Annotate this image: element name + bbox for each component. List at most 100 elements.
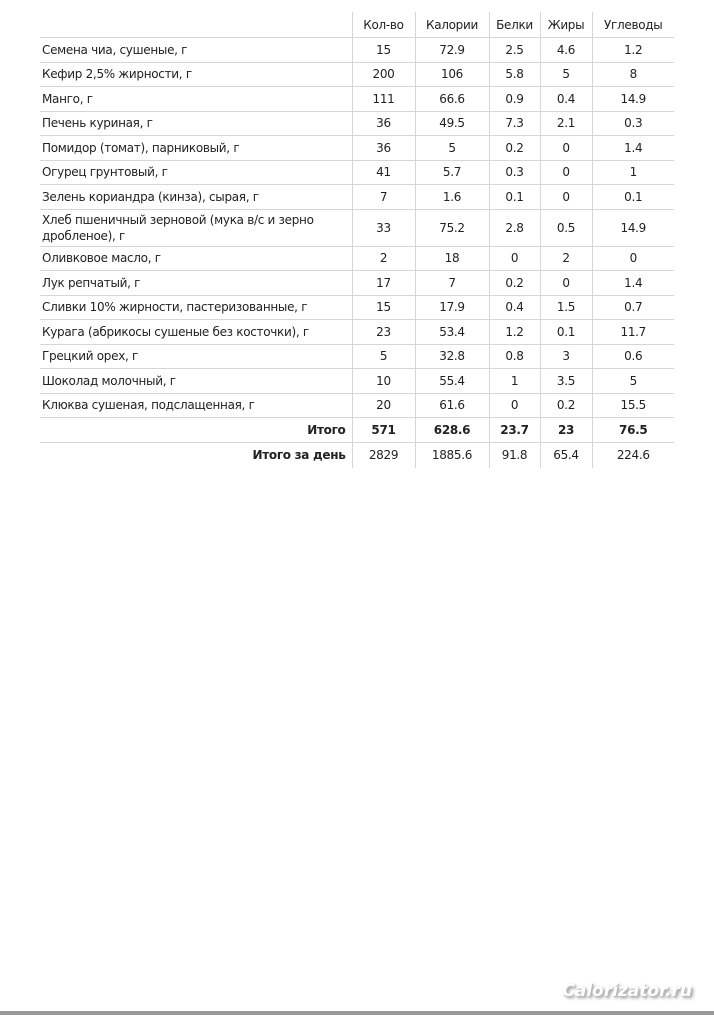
cell-protein: 0.2 [488, 270, 540, 296]
cell-qty: 571 [351, 417, 415, 443]
food-name: Итого за день [252, 448, 346, 462]
table-row: Оливковое масло, г 2 18 0 2 0 [40, 246, 674, 271]
cell-carbs: 0.1 [591, 184, 674, 210]
watermark-logo: Calorizator.ru [562, 981, 692, 1001]
cell-protein: 1.2 [488, 319, 540, 345]
header-qty: Кол-во [351, 12, 415, 38]
cell-carbs: 224.6 [591, 442, 674, 468]
cell-kcal: 1885.6 [414, 442, 489, 468]
cell-kcal: 72.9 [414, 37, 489, 63]
header-fat: Жиры [539, 12, 592, 38]
nutrition-table: Кол-во Калории Белки Жиры Углеводы Семен… [40, 12, 674, 468]
cell-protein: 0.4 [488, 295, 540, 320]
cell-kcal: 53.4 [414, 319, 489, 345]
cell-protein: 0.2 [488, 135, 540, 161]
food-name: Семена чиа, сушеные, г [40, 37, 352, 63]
cell-protein: 2.8 [488, 209, 540, 247]
cell-fat: 0.2 [539, 393, 592, 418]
cell-carbs: 1.4 [591, 270, 674, 296]
total-row: Итого 571 628.6 23.7 23 76.5 [40, 417, 674, 443]
table-row: Грецкий орех, г 5 32.8 0.8 3 0.6 [40, 344, 674, 369]
cell-fat: 0.5 [539, 209, 592, 247]
cell-protein: 5.8 [488, 62, 540, 87]
day-total-row: Итого за день 2829 1885.6 91.8 65.4 224.6 [40, 442, 674, 468]
table-row: Хлеб пшеничный зерновой (мука в/с и зерн… [40, 209, 674, 247]
cell-carbs: 0.7 [591, 295, 674, 320]
cell-qty: 23 [351, 319, 415, 345]
cell-kcal: 1.6 [414, 184, 489, 210]
header-carbs: Углеводы [591, 12, 674, 38]
table-row: Шоколад молочный, г 10 55.4 1 3.5 5 [40, 368, 674, 394]
cell-carbs: 14.9 [591, 209, 674, 247]
header-row: Кол-во Калории Белки Жиры Углеводы [40, 12, 674, 38]
cell-qty: 5 [351, 344, 415, 369]
table-row: Манго, г 111 66.6 0.9 0.4 14.9 [40, 86, 674, 112]
food-name: Лук репчатый, г [40, 270, 352, 296]
cell-kcal: 61.6 [414, 393, 489, 418]
food-name: Кефир 2,5% жирности, г [40, 62, 352, 87]
table-row: Зелень кориандра (кинза), сырая, г 7 1.6 0.… [40, 184, 674, 210]
cell-kcal: 106 [414, 62, 489, 87]
table-row: Печень куриная, г 36 49.5 7.3 2.1 0.3 [40, 111, 674, 136]
cell-fat: 0 [539, 135, 592, 161]
table-row: Семена чиа, сушеные, г 15 72.9 2.5 4.6 1.2 [40, 37, 674, 63]
header-calories: Калории [414, 12, 489, 38]
cell-fat: 0 [539, 160, 592, 185]
cell-protein: 0.9 [488, 86, 540, 112]
cell-qty: 2 [351, 246, 415, 271]
cell-qty: 15 [351, 295, 415, 320]
food-name: Итого [40, 417, 352, 443]
cell-protein: 0.8 [488, 344, 540, 369]
food-name: Грецкий орех, г [40, 344, 352, 369]
cell-protein: 0 [488, 246, 540, 271]
cell-qty: 10 [351, 368, 415, 394]
cell-carbs: 5 [591, 368, 674, 394]
cell-fat: 3 [539, 344, 592, 369]
cell-fat: 0.4 [539, 86, 592, 112]
cell-fat: 23 [539, 417, 592, 443]
cell-fat: 5 [539, 62, 592, 87]
cell-fat: 0 [539, 184, 592, 210]
header-protein: Белки [488, 12, 540, 38]
cell-carbs: 76.5 [591, 417, 674, 443]
table-row: Курага (абрикосы сушеные без косточки), … [40, 319, 674, 345]
food-name: Оливковое масло, г [40, 246, 352, 271]
food-name: Сливки 10% жирности, пастеризованные, г [40, 295, 352, 320]
cell-fat: 2.1 [539, 111, 592, 136]
food-name: Курага (абрикосы сушеные без косточки), … [40, 319, 352, 345]
cell-fat: 1.5 [539, 295, 592, 320]
cell-kcal: 5.7 [414, 160, 489, 185]
bottom-bar [0, 1011, 714, 1015]
cell-kcal: 66.6 [414, 86, 489, 112]
food-name: Огурец грунтовый, г [40, 160, 352, 185]
cell-qty: 20 [351, 393, 415, 418]
cell-carbs: 1.4 [591, 135, 674, 161]
cell-protein: 0 [488, 393, 540, 418]
cell-kcal: 18 [414, 246, 489, 271]
cell-qty: 7 [351, 184, 415, 210]
cell-kcal: 75.2 [414, 209, 489, 247]
food-name: Хлеб пшеничный зерновой (мука в/с и зерн… [40, 209, 352, 247]
cell-protein: 0.1 [488, 184, 540, 210]
cell-kcal: 49.5 [414, 111, 489, 136]
cell-carbs: 14.9 [591, 86, 674, 112]
cell-carbs: 1.2 [591, 37, 674, 63]
cell-fat: 0.1 [539, 319, 592, 345]
food-name: Шоколад молочный, г [40, 368, 352, 394]
cell-protein: 23.7 [488, 417, 540, 443]
cell-qty: 111 [351, 86, 415, 112]
cell-protein: 7.3 [488, 111, 540, 136]
table-row: Лук репчатый, г 17 7 0.2 0 1.4 [40, 270, 674, 296]
food-name: Зелень кориандра (кинза), сырая, г [40, 184, 352, 210]
cell-carbs: 1 [591, 160, 674, 185]
cell-qty: 15 [351, 37, 415, 63]
cell-carbs: 15.5 [591, 393, 674, 418]
cell-carbs: 0 [591, 246, 674, 271]
cell-fat: 3.5 [539, 368, 592, 394]
cell-qty: 17 [351, 270, 415, 296]
cell-kcal: 7 [414, 270, 489, 296]
food-name: Клюква сушеная, подслащенная, г [40, 393, 352, 418]
cell-fat: 65.4 [539, 442, 592, 468]
cell-carbs: 11.7 [591, 319, 674, 345]
